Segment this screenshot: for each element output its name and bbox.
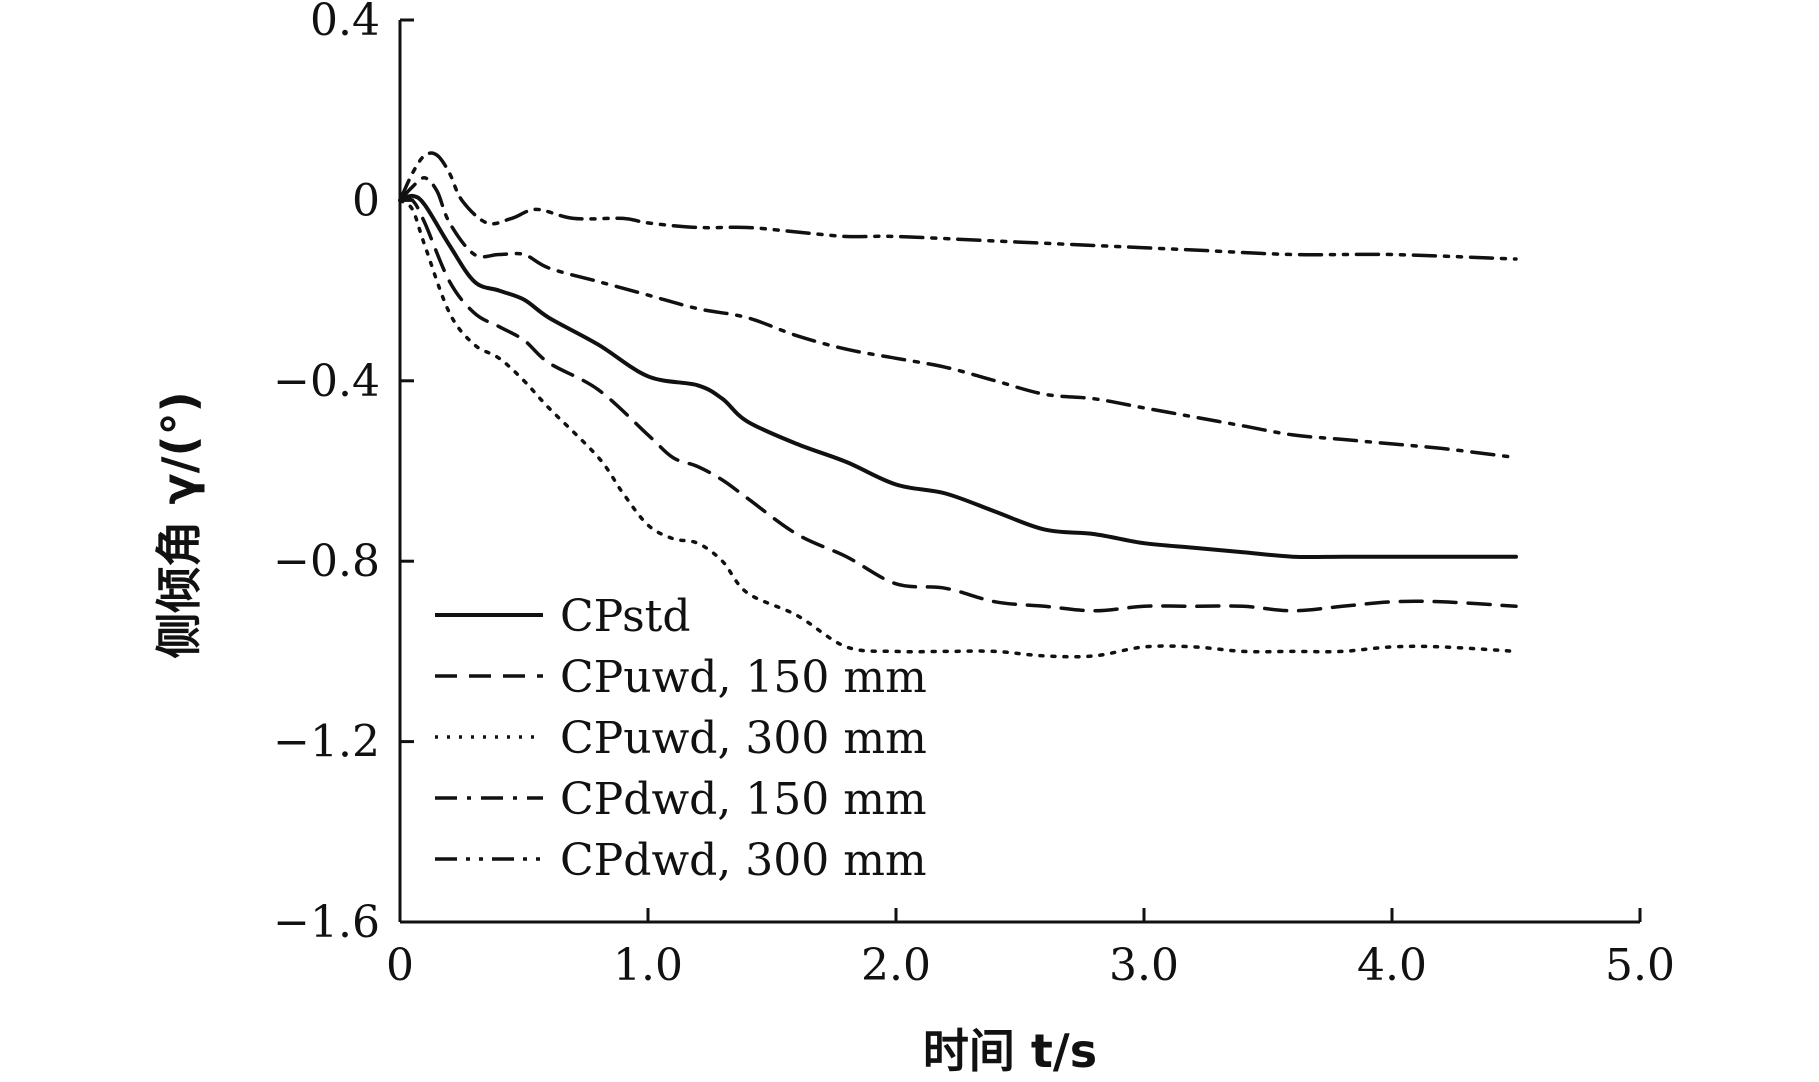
y-tick-label: 0.4 [310,0,380,46]
legend-label-1: CPstd [560,591,691,642]
y-tick-label: −0.4 [273,356,380,407]
x-tick-label: 0 [386,940,414,991]
y-tick-label: −1.2 [273,717,380,768]
y-axis-title: 侧倾角 γ/(°) [152,391,206,658]
x-tick-label: 1.0 [613,940,683,991]
legend-label-2: CPuwd, 150 mm [560,652,927,703]
series-line-2 [398,196,1518,613]
x-tick-label: 2.0 [861,940,931,991]
legend-label-4: CPdwd, 150 mm [560,774,927,825]
legend-label-3: CPuwd, 300 mm [560,713,927,764]
y-tick-label: 0 [352,175,380,226]
series-line-5 [398,151,1518,261]
legend: CPstd CPuwd, 150 mm CPuwd, 300 mm CPdwd, 15… [435,591,927,886]
series-line-1 [398,193,1518,560]
y-tick-label: −0.8 [273,536,380,587]
x-ticks: 0 1.0 2.0 3.0 4.0 5.0 [386,908,1675,991]
x-tick-label: 5.0 [1605,940,1675,991]
y-tick-label: −1.6 [273,897,380,948]
x-tick-label: 4.0 [1357,940,1427,991]
legend-label-5: CPdwd, 300 mm [560,835,927,886]
series-line-3 [398,198,1518,659]
x-tick-label: 3.0 [1109,940,1179,991]
y-ticks: 0.4 0 −0.4 −0.8 −1.2 −1.6 [273,0,414,948]
series-lines [398,151,1518,659]
x-axis-title: 时间 t/s [923,1024,1097,1078]
series-line-4 [398,176,1518,460]
